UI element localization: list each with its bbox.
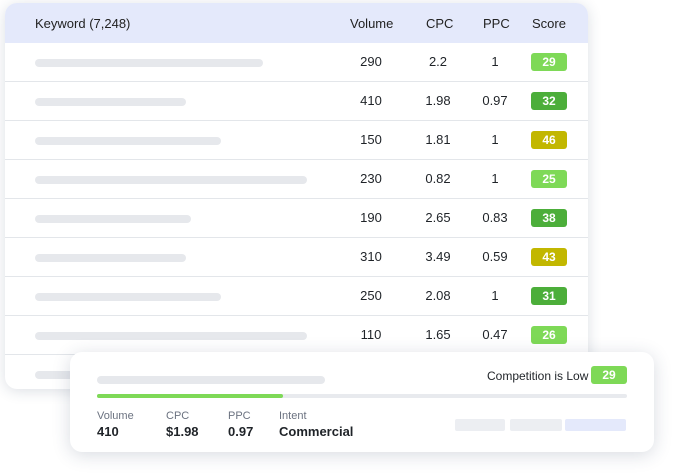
cell-volume: 410 (360, 93, 382, 108)
column-header-volume[interactable]: Volume (350, 16, 394, 31)
table-row[interactable]: 310 3.49 0.59 43 (5, 238, 588, 277)
metric-intent-value: Commercial (279, 424, 354, 439)
table-row[interactable] (5, 355, 588, 389)
cell-volume: 190 (360, 210, 382, 225)
cell-ppc: 1 (491, 288, 499, 303)
keyword-placeholder (35, 254, 186, 262)
cell-ppc: 0.83 (482, 210, 508, 225)
cell-cpc: 1.81 (425, 132, 451, 147)
column-header-score[interactable]: Score (532, 16, 566, 31)
table-row[interactable]: 230 0.82 1 25 (5, 160, 588, 199)
metric-ppc-value: 0.97 (228, 424, 254, 439)
competition-score-badge: 29 (591, 366, 627, 384)
cell-volume: 230 (360, 171, 382, 186)
metric-volume-label: Volume (97, 410, 134, 422)
table-header: Keyword (7,248) Volume CPC PPC Score (5, 3, 588, 43)
table-row[interactable]: 410 1.98 0.97 32 (5, 82, 588, 121)
competition-label: Competition is Low (487, 369, 589, 383)
table-row[interactable]: 110 1.65 0.47 26 (5, 316, 588, 355)
keyword-placeholder (35, 98, 186, 106)
cell-cpc: 3.49 (425, 249, 451, 264)
score-badge: 43 (531, 248, 567, 266)
cell-ppc: 1 (491, 54, 499, 69)
competition-progress-track (97, 394, 627, 398)
score-badge: 29 (531, 53, 567, 71)
metric-ppc-label: PPC (228, 410, 251, 422)
cell-cpc: 2.2 (428, 54, 448, 69)
metric-volume: Volume 410 (97, 410, 134, 439)
cell-ppc: 1 (491, 171, 499, 186)
keyword-detail-card: Competition is Low 29 Volume 410 CPC $1.… (70, 352, 654, 452)
keyword-placeholder (35, 293, 221, 301)
cell-cpc: 1.65 (425, 327, 451, 342)
action-placeholder[interactable] (455, 419, 505, 431)
keyword-placeholder (35, 371, 75, 379)
cell-volume: 250 (360, 288, 382, 303)
score-badge: 32 (531, 92, 567, 110)
cell-volume: 150 (360, 132, 382, 147)
action-placeholder[interactable] (510, 419, 562, 431)
metric-cpc-value: $1.98 (166, 424, 199, 439)
column-header-cpc[interactable]: CPC (426, 16, 454, 31)
keyword-table: Keyword (7,248) Volume CPC PPC Score 290… (5, 3, 588, 389)
metric-cpc-label: CPC (166, 410, 190, 422)
cell-cpc: 0.82 (425, 171, 451, 186)
table-row[interactable]: 250 2.08 1 31 (5, 277, 588, 316)
cell-volume: 310 (360, 249, 382, 264)
cell-cpc: 2.08 (425, 288, 451, 303)
cell-ppc: 1 (491, 132, 499, 147)
cell-volume: 290 (360, 54, 382, 69)
score-badge: 46 (531, 131, 567, 149)
metric-volume-value: 410 (97, 424, 119, 439)
table-row[interactable]: 190 2.65 0.83 38 (5, 199, 588, 238)
score-badge: 26 (531, 326, 567, 344)
keyword-placeholder (35, 176, 307, 184)
table-row[interactable]: 290 2.2 1 29 (5, 43, 588, 82)
metric-intent-label: Intent (279, 410, 307, 422)
keyword-placeholder (35, 59, 263, 67)
competition-progress-fill (97, 394, 283, 398)
keyword-placeholder (35, 215, 191, 223)
score-badge: 38 (531, 209, 567, 227)
keyword-title-placeholder (97, 376, 325, 384)
score-badge: 25 (531, 170, 567, 188)
table-row[interactable]: 150 1.81 1 46 (5, 121, 588, 160)
cell-volume: 110 (360, 327, 382, 342)
metric-intent: Intent Commercial (279, 410, 353, 439)
cell-ppc: 0.97 (482, 93, 508, 108)
keyword-placeholder (35, 332, 307, 340)
keyword-placeholder (35, 137, 221, 145)
metric-ppc: PPC 0.97 (228, 410, 253, 439)
column-header-ppc[interactable]: PPC (483, 16, 510, 31)
cell-cpc: 1.98 (425, 93, 451, 108)
cell-ppc: 0.59 (482, 249, 508, 264)
score-badge: 31 (531, 287, 567, 305)
cell-ppc: 0.47 (482, 327, 508, 342)
action-placeholder-primary[interactable] (565, 419, 626, 431)
metric-cpc: CPC $1.98 (166, 410, 199, 439)
cell-cpc: 2.65 (425, 210, 451, 225)
column-header-keyword[interactable]: Keyword (7,248) (35, 16, 131, 31)
